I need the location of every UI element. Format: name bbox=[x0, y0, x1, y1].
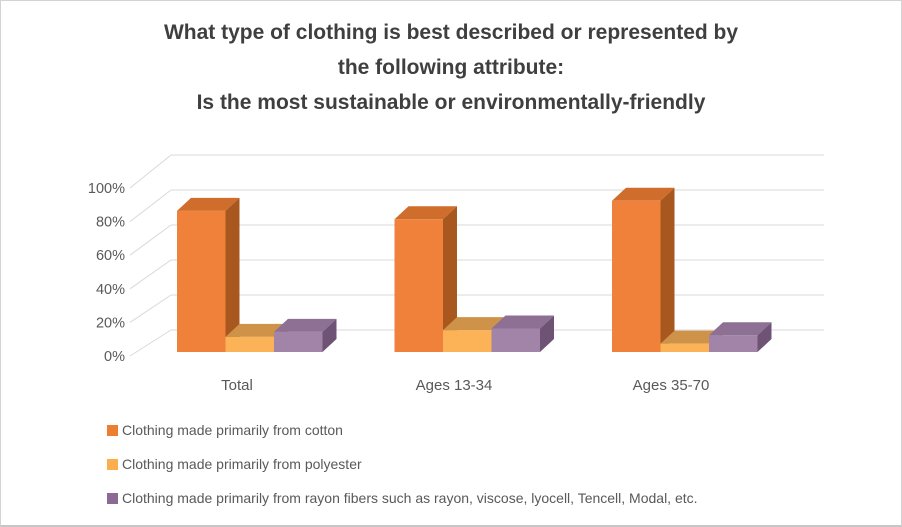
category-label-2: Ages 35-70 bbox=[633, 377, 710, 394]
bar-polyester-ages-13-34 bbox=[443, 330, 492, 352]
ytick-label-3: 60% bbox=[96, 248, 125, 264]
bar-cotton-ages-13-34-side bbox=[443, 206, 457, 352]
bar-cotton-ages-13-34 bbox=[394, 219, 443, 352]
bar-cotton-total-top bbox=[177, 197, 240, 211]
gridline-slant-3 bbox=[129, 224, 172, 256]
legend-item-rayon: Clothing made primarily from rayon fiber… bbox=[107, 481, 881, 515]
bar-polyester-total-top bbox=[225, 323, 288, 337]
bar-cotton-total bbox=[177, 210, 226, 352]
bar-rayon-ages-13-34-side bbox=[540, 315, 554, 352]
legend-label-polyester: Clothing made primarily from polyester bbox=[122, 456, 362, 472]
legend-swatch-cotton-icon bbox=[107, 424, 118, 436]
bar-cotton-ages-13-34-top bbox=[394, 206, 457, 220]
bar-rayon-total bbox=[274, 331, 323, 352]
legend-item-cotton: Clothing made primarily from cotton bbox=[107, 413, 881, 447]
category-label-0: Total bbox=[221, 377, 253, 394]
bar-rayon-total-top bbox=[274, 318, 337, 332]
legend: Clothing made primarily from cotton Clot… bbox=[107, 413, 881, 515]
gridline-slant-2 bbox=[129, 259, 172, 290]
bar-polyester-ages-13-34-top bbox=[443, 317, 506, 331]
bar-cotton-total-side bbox=[225, 197, 240, 352]
gridline-slant-0 bbox=[129, 329, 172, 357]
gridline-slant-5 bbox=[129, 154, 172, 189]
gridline-slant-4 bbox=[129, 189, 172, 222]
bar-rayon-total-side bbox=[322, 318, 337, 352]
chart-title: What type of clothing is best described … bbox=[1, 15, 901, 120]
gridline-slant-1 bbox=[129, 294, 172, 323]
ytick-label-2: 40% bbox=[96, 282, 125, 298]
ytick-label-5: 100% bbox=[88, 181, 125, 197]
plot-area: 0% 20% 40% 60% 80% 100% Total Ages 13-34 Ages 35… bbox=[88, 154, 824, 394]
chart-title-line-2: the following attribute: bbox=[337, 56, 565, 79]
bar-rayon-ages-13-34-top bbox=[491, 315, 554, 329]
legend-label-rayon: Clothing made primarily from rayon fiber… bbox=[122, 490, 698, 506]
legend-swatch-rayon-icon bbox=[107, 492, 118, 504]
bar-cotton-ages-35-70-side bbox=[660, 187, 675, 352]
legend-swatch-polyester-icon bbox=[107, 458, 118, 470]
bar-cotton-ages-35-70-top bbox=[612, 187, 675, 201]
bar-polyester-ages-35-70-top bbox=[660, 330, 723, 344]
bar-polyester-total bbox=[225, 336, 274, 352]
bar-rayon-ages-13-34 bbox=[491, 328, 540, 352]
bar-rayon-ages-35-70-top bbox=[709, 322, 772, 336]
category-label-1: Ages 13-34 bbox=[416, 377, 493, 394]
ytick-label-4: 80% bbox=[96, 215, 125, 231]
chart-title-line-1: What type of clothing is best described … bbox=[163, 21, 739, 44]
ytick-label-0: 0% bbox=[104, 349, 125, 365]
bar-rayon-ages-35-70-side bbox=[757, 322, 772, 352]
bar-polyester-ages-35-70 bbox=[660, 343, 709, 352]
legend-item-polyester: Clothing made primarily from polyester bbox=[107, 447, 881, 481]
ytick-label-1: 20% bbox=[96, 315, 125, 331]
legend-label-cotton: Clothing made primarily from cotton bbox=[122, 422, 343, 438]
bar-cotton-ages-35-70 bbox=[612, 200, 661, 352]
bar-rayon-ages-35-70 bbox=[709, 335, 758, 352]
chart-title-line-3: Is the most sustainable or environmental… bbox=[196, 91, 706, 114]
